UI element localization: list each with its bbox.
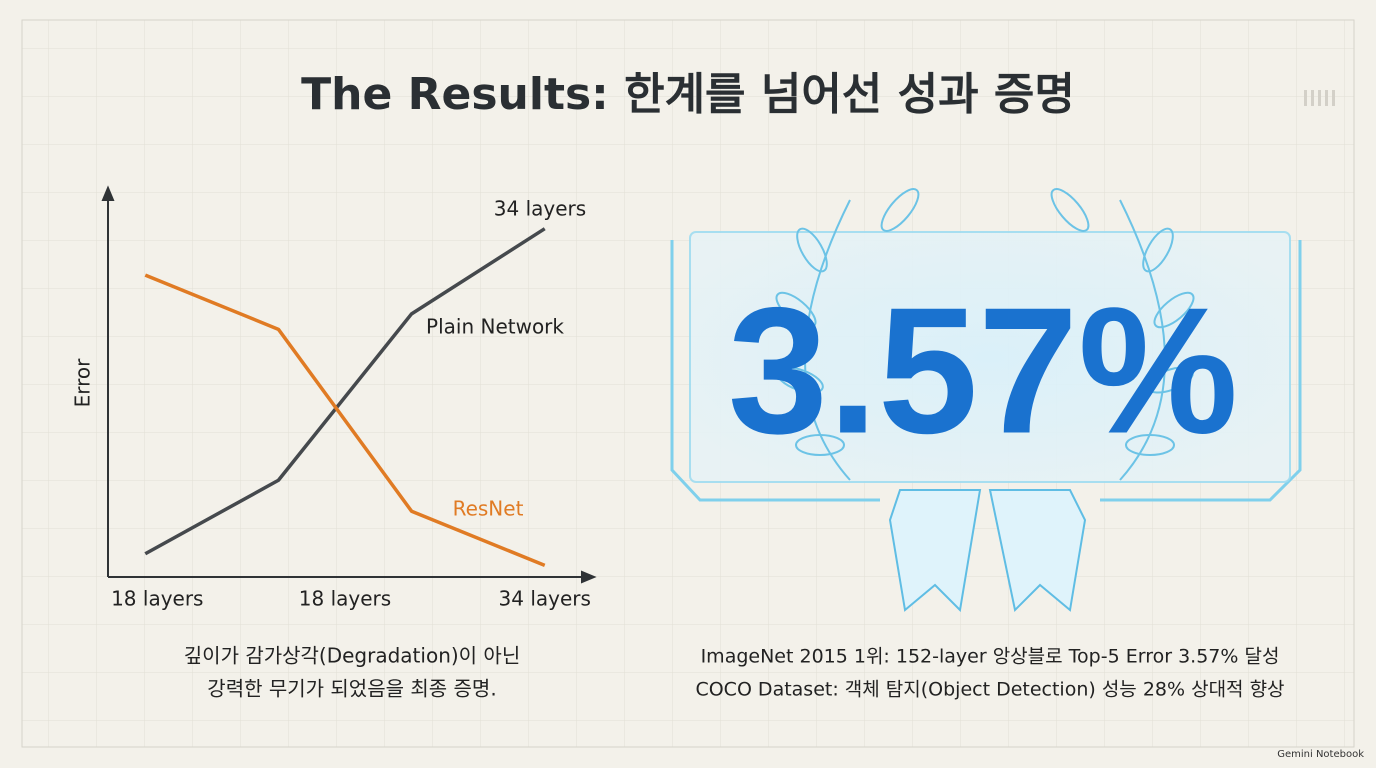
- y-axis-label: Error: [71, 358, 95, 408]
- series-line: [144, 227, 546, 556]
- series-label: ResNet: [453, 497, 524, 521]
- title: The Results: 한계를 넘어선 성과 증명: [301, 69, 1075, 120]
- deco-bars: [1304, 90, 1335, 106]
- caption-right: ImageNet 2015 1위: 152-layer 앙상블로 Top-5 E…: [701, 646, 1280, 668]
- series-label: Plain Network: [426, 315, 564, 339]
- highlight-value: 3.57%: [728, 271, 1238, 472]
- caption-right: COCO Dataset: 객체 탐지(Object Detection) 성능…: [695, 679, 1284, 701]
- axes: [101, 185, 597, 584]
- x-tick-label: 18 layers: [299, 587, 391, 611]
- annotation: 34 layers: [494, 197, 586, 221]
- watermark: Gemini Notebook: [1277, 749, 1364, 760]
- x-tick-label: 34 layers: [499, 587, 591, 611]
- caption-left: 강력한 무기가 되었음을 최종 증명.: [207, 677, 496, 701]
- series-line: [144, 273, 546, 568]
- x-tick-label: 18 layers: [111, 587, 203, 611]
- badge: 3.57%: [670, 188, 1302, 613]
- caption-left: 깊이가 감가상각(Degradation)이 아닌: [184, 644, 520, 668]
